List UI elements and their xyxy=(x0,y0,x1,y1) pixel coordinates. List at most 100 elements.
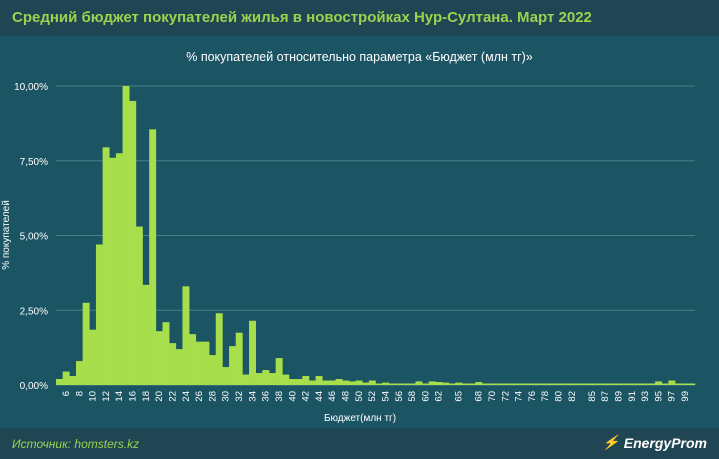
x-tick-label: 38 xyxy=(274,391,285,402)
bar xyxy=(129,100,137,385)
bar xyxy=(109,157,117,385)
x-tick-label: 16 xyxy=(128,391,139,402)
bar xyxy=(115,153,123,385)
x-tick-label: 95 xyxy=(653,391,664,402)
bar xyxy=(595,383,603,385)
x-tick-label: 72 xyxy=(500,391,511,402)
chart-title: % покупателей относительно параметра «Бю… xyxy=(186,50,533,64)
bar xyxy=(541,383,549,385)
bar xyxy=(275,358,283,385)
bar xyxy=(408,383,416,385)
bar xyxy=(442,382,450,385)
bar xyxy=(175,349,183,385)
bar xyxy=(515,383,523,385)
bar xyxy=(288,379,296,385)
bar xyxy=(641,383,649,385)
source-text: Источник: homsters.kz xyxy=(12,437,140,451)
bar xyxy=(402,383,410,385)
x-tick-label: 44 xyxy=(314,391,325,402)
x-tick-label: 22 xyxy=(167,391,178,402)
bar xyxy=(455,382,463,385)
x-tick-label: 68 xyxy=(474,391,485,402)
bar xyxy=(269,373,276,385)
x-tick-label: 52 xyxy=(367,391,378,402)
brand-logo: ⚡ EnergyProm xyxy=(602,434,707,451)
bar xyxy=(468,383,476,385)
bar xyxy=(521,383,529,385)
y-axis-label: % покупателей xyxy=(1,200,12,270)
x-tick-label: 89 xyxy=(613,391,624,402)
bar xyxy=(189,334,197,385)
bar xyxy=(501,383,509,385)
bar xyxy=(675,383,682,385)
y-tick-label: 2,50% xyxy=(20,306,48,317)
x-tick-label: 48 xyxy=(341,391,352,402)
bar xyxy=(688,383,696,385)
bar xyxy=(621,383,629,385)
bar xyxy=(322,380,330,385)
x-tick-label: 12 xyxy=(101,391,112,402)
bar xyxy=(209,355,217,385)
bar xyxy=(342,380,350,385)
bar xyxy=(348,381,356,385)
x-tick-label: 87 xyxy=(600,391,611,402)
bar xyxy=(149,129,157,385)
bar xyxy=(368,380,376,385)
x-tick-label: 56 xyxy=(394,391,405,402)
x-tick-label: 82 xyxy=(567,391,578,402)
x-tick-label: 97 xyxy=(667,391,678,402)
bar xyxy=(561,383,569,385)
bar xyxy=(655,381,663,385)
bar xyxy=(302,376,310,385)
bar xyxy=(555,383,563,385)
brand-name: EnergyProm xyxy=(623,434,707,451)
bar xyxy=(548,383,556,385)
bar xyxy=(308,380,316,385)
x-tick-labels: 6 8 10 12 14 16 18 20 22 24 26 28 30 32 34 36 38 40 42 44 46… xyxy=(61,391,691,402)
y-tick-label: 0,00% xyxy=(20,381,48,392)
bar xyxy=(535,383,543,385)
bar xyxy=(635,383,643,385)
x-tick-label: 24 xyxy=(181,391,192,402)
x-tick-label: 42 xyxy=(301,391,312,402)
bar xyxy=(229,346,237,385)
x-tick-label: 76 xyxy=(527,391,538,402)
x-tick-label: 36 xyxy=(261,391,272,402)
x-tick-label: 14 xyxy=(114,391,125,402)
x-tick-label: 46 xyxy=(327,391,338,402)
x-tick-label: 54 xyxy=(380,391,391,402)
bar xyxy=(162,322,170,385)
bar xyxy=(135,226,143,385)
x-tick-label: 62 xyxy=(434,391,445,402)
x-tick-label: 34 xyxy=(247,391,258,402)
x-tick-label: 8 xyxy=(74,391,85,396)
bar xyxy=(182,286,190,385)
bar xyxy=(235,332,243,385)
bar xyxy=(262,370,270,385)
bar xyxy=(482,383,489,385)
bar xyxy=(328,380,336,385)
bar xyxy=(395,383,403,385)
bar xyxy=(581,383,589,385)
x-tick-label: 60 xyxy=(420,391,431,402)
bar xyxy=(56,379,63,385)
bar xyxy=(242,374,250,385)
bar xyxy=(315,376,323,385)
bar xyxy=(62,371,70,385)
bar xyxy=(75,361,83,385)
bar xyxy=(102,147,110,385)
bar xyxy=(362,382,370,385)
bar xyxy=(335,379,343,385)
bar xyxy=(601,383,609,385)
bar xyxy=(255,373,263,385)
bar xyxy=(428,381,436,385)
bar xyxy=(668,380,676,385)
bar xyxy=(568,383,576,385)
x-tick-label: 40 xyxy=(287,391,298,402)
bar xyxy=(169,343,177,385)
bar xyxy=(249,320,256,385)
bar xyxy=(89,329,97,385)
bar xyxy=(122,86,130,385)
x-tick-label: 99 xyxy=(680,391,691,402)
